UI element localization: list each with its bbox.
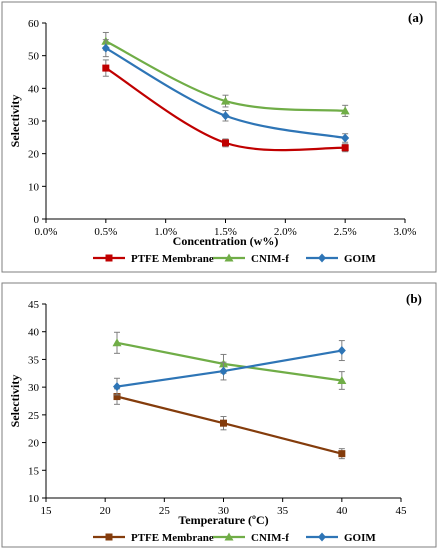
x-tick-label: 30 [218,505,230,517]
series-goim [113,340,346,396]
panel-label: (a) [408,10,423,25]
y-tick-label: 30 [28,116,40,128]
x-tick-label: 2.0% [274,226,297,238]
legend-marker [105,254,113,262]
y-tick-label: 10 [28,181,40,193]
data-point [341,133,350,143]
legend-label: GOIM [344,532,376,544]
data-point [112,338,122,347]
series-goim [101,39,350,143]
data-point [337,346,346,356]
x-tick-label: 0.5% [94,226,117,238]
y-tick-label: 20 [28,149,40,161]
data-point [337,375,347,384]
data-point [101,43,110,53]
x-axis-title: Temperature (ºC) [178,513,268,527]
legend-marker [224,532,234,541]
chart-panel-1: 0 10 20 30 40 50 60 0.0% 0.5% 1.0% 1.5% 2.0% 2.5% 3.0… [1,1,437,273]
y-tick-label: 25 [28,410,40,422]
y-tick-label: 10 [28,493,40,505]
x-tick-label: 1.0% [154,226,177,238]
chart-frame [1,282,437,548]
x-tick-label: 1.5% [214,226,237,238]
data-point [221,111,230,121]
legend-label: PTFE Membrane [131,253,214,265]
x-tick-label: 45 [396,505,408,517]
legend-marker [105,533,113,541]
data-point [113,393,121,401]
data-point [221,96,230,105]
x-tick-label: 2.5% [334,226,357,238]
x-tick-label: 0.0% [35,226,58,238]
x-axis-title: Concentration (w%) [173,234,279,248]
legend-label: CNIM-f [251,253,289,265]
legend: PTFE Membrane CNIM-f GOIM [93,532,376,544]
y-tick-label: 60 [28,18,40,30]
data-point [220,419,227,427]
legend-marker [224,253,234,262]
x-tick-label: 3.0% [394,226,417,238]
legend-label: CNIM-f [251,532,289,544]
data-point [102,64,110,72]
y-tick-label: 35 [28,354,40,366]
x-tick-label: 20 [100,505,112,517]
legend: PTFE Membrane CNIM-f GOIM [93,253,376,265]
y-tick-label: 45 [28,299,40,311]
y-tick-label: 20 [28,438,40,450]
chart-frame [1,1,437,273]
y-tick-label: 40 [28,327,40,339]
y-tick-label: 0 [34,214,40,226]
x-tick-label: 25 [159,505,171,517]
x-tick-label: 40 [336,505,348,517]
data-point [113,382,121,392]
data-point [222,139,229,147]
legend-marker [318,532,326,542]
data-point [219,366,228,376]
panel-label: (b) [406,291,422,306]
y-tick-label: 40 [28,83,40,95]
y-axis-title: Selectivity [8,375,22,428]
legend-label: PTFE Membrane [131,532,214,544]
legend-marker [318,253,326,263]
x-tick-label: 35 [277,505,289,517]
y-tick-label: 50 [28,51,40,63]
legend-label: GOIM [344,253,376,265]
data-point [341,144,349,152]
data-point [338,450,346,458]
data-point [340,106,350,115]
series-ptfe-membrane [102,59,349,153]
y-tick-label: 30 [28,382,40,394]
x-tick-label: 15 [41,505,53,517]
y-tick-label: 15 [28,465,40,477]
y-axis-title: Selectivity [8,95,22,148]
